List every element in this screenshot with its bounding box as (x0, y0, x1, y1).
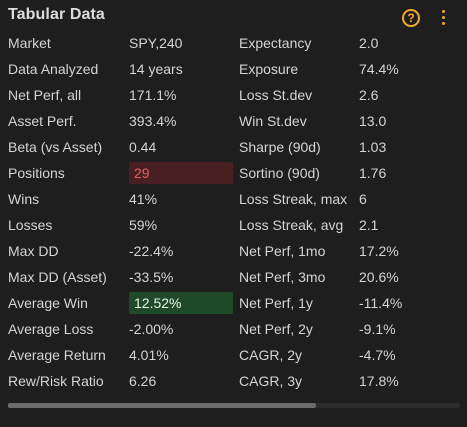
row-value-highlighted: 12.52% (134, 295, 182, 311)
row-value: 13.0 (359, 113, 387, 129)
row-value: 14 years (129, 61, 183, 77)
row-label: Market (8, 35, 51, 51)
row-value: -33.5% (129, 269, 174, 285)
negative-highlight-cell (129, 162, 233, 184)
row-value: 74.4% (359, 61, 399, 77)
panel-title: Tabular Data (8, 6, 105, 23)
table-row: Max DD (Asset) -33.5% Net Perf, 3mo 20.6… (0, 264, 467, 290)
row-label: Beta (vs Asset) (8, 139, 103, 155)
table-row: Market SPY,240 Expectancy 2.0 (0, 30, 467, 56)
row-label: Wins (8, 191, 40, 207)
kebab-menu-icon[interactable] (440, 10, 446, 28)
table-row: Average Return 4.01% CAGR, 2y -4.7% (0, 342, 467, 368)
row-label: Rew/Risk Ratio (8, 373, 104, 389)
table-row: Asset Perf. 393.4% Win St.dev 13.0 (0, 108, 467, 134)
row-value: 20.6% (359, 269, 399, 285)
row-label: Net Perf, 3mo (239, 269, 326, 285)
row-label: CAGR, 2y (239, 347, 303, 363)
row-value: 17.2% (359, 243, 399, 259)
table-row: Wins 41% Loss Streak, max 6 (0, 186, 467, 212)
row-label: Asset Perf. (8, 113, 77, 129)
row-value: -2.00% (129, 321, 174, 337)
row-label: Data Analyzed (8, 61, 99, 77)
row-value: 0.44 (129, 139, 157, 155)
table-row: Rew/Risk Ratio 6.26 CAGR, 3y 17.8% (0, 368, 467, 394)
table-row: Data Analyzed 14 years Exposure 74.4% (0, 56, 467, 82)
row-label: Average Win (8, 295, 88, 311)
table-row: Average Win 12.52% Net Perf, 1y -11.4% (0, 290, 467, 316)
row-value: 393.4% (129, 113, 177, 129)
table-row: Average Loss -2.00% Net Perf, 2y -9.1% (0, 316, 467, 342)
data-table: Market SPY,240 Expectancy 2.0 Data Analy… (0, 30, 467, 394)
row-value: SPY,240 (129, 35, 183, 51)
row-value-highlighted: 29 (134, 165, 150, 181)
row-value: 2.1 (359, 217, 379, 233)
row-value: 1.76 (359, 165, 387, 181)
horizontal-scrollbar-thumb[interactable] (8, 403, 316, 408)
row-label: Loss Streak, max (239, 191, 348, 207)
row-value: -11.4% (359, 295, 403, 311)
table-row: Positions 29 Sortino (90d) 1.76 (0, 160, 467, 186)
row-label: Average Return (8, 347, 106, 363)
row-value: -4.7% (359, 347, 396, 363)
row-label: Net Perf, 1y (239, 295, 313, 311)
panel-header: Tabular Data ? (0, 0, 467, 32)
row-label: Average Loss (8, 321, 94, 337)
row-label: Max DD (8, 243, 59, 259)
row-label: Sortino (90d) (239, 165, 320, 181)
row-label: CAGR, 3y (239, 373, 303, 389)
row-label: Sharpe (90d) (239, 139, 321, 155)
table-row: Max DD -22.4% Net Perf, 1mo 17.2% (0, 238, 467, 264)
row-label: Net Perf, 2y (239, 321, 313, 337)
table-row: Beta (vs Asset) 0.44 Sharpe (90d) 1.03 (0, 134, 467, 160)
row-label: Exposure (239, 61, 299, 77)
row-value: 2.6 (359, 87, 379, 103)
row-value: 171.1% (129, 87, 177, 103)
row-label: Loss St.dev (239, 87, 313, 103)
row-value: 1.03 (359, 139, 387, 155)
table-row: Net Perf, all 171.1% Loss St.dev 2.6 (0, 82, 467, 108)
row-label: Expectancy (239, 35, 312, 51)
row-value: 59% (129, 217, 158, 233)
row-label: Positions (8, 165, 65, 181)
row-value: -22.4% (129, 243, 174, 259)
help-circle-icon[interactable]: ? (402, 9, 420, 27)
row-label: Net Perf, 1mo (239, 243, 326, 259)
positive-highlight-cell (129, 292, 233, 314)
row-value: 6 (359, 191, 367, 207)
row-label: Win St.dev (239, 113, 307, 129)
row-value: -9.1% (359, 321, 396, 337)
table-row: Losses 59% Loss Streak, avg 2.1 (0, 212, 467, 238)
row-label: Net Perf, all (8, 87, 82, 103)
row-label: Loss Streak, avg (239, 217, 344, 233)
row-value: 6.26 (129, 373, 157, 389)
row-value: 41% (129, 191, 158, 207)
row-label: Max DD (Asset) (8, 269, 107, 285)
row-value: 4.01% (129, 347, 169, 363)
row-value: 2.0 (359, 35, 379, 51)
row-value: 17.8% (359, 373, 399, 389)
row-label: Losses (8, 217, 53, 233)
